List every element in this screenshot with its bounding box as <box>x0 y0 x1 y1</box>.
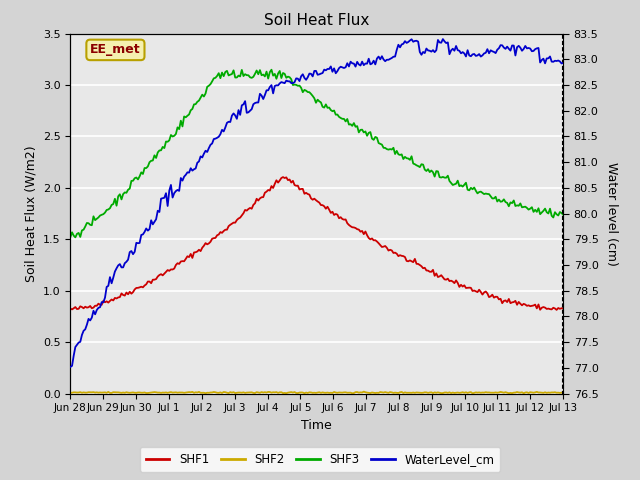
Text: EE_met: EE_met <box>90 43 141 56</box>
X-axis label: Time: Time <box>301 419 332 432</box>
Title: Soil Heat Flux: Soil Heat Flux <box>264 13 369 28</box>
Y-axis label: Water level (cm): Water level (cm) <box>605 162 618 265</box>
Legend: SHF1, SHF2, SHF3, WaterLevel_cm: SHF1, SHF2, SHF3, WaterLevel_cm <box>140 447 500 472</box>
Y-axis label: Soil Heat Flux (W/m2): Soil Heat Flux (W/m2) <box>24 145 37 282</box>
